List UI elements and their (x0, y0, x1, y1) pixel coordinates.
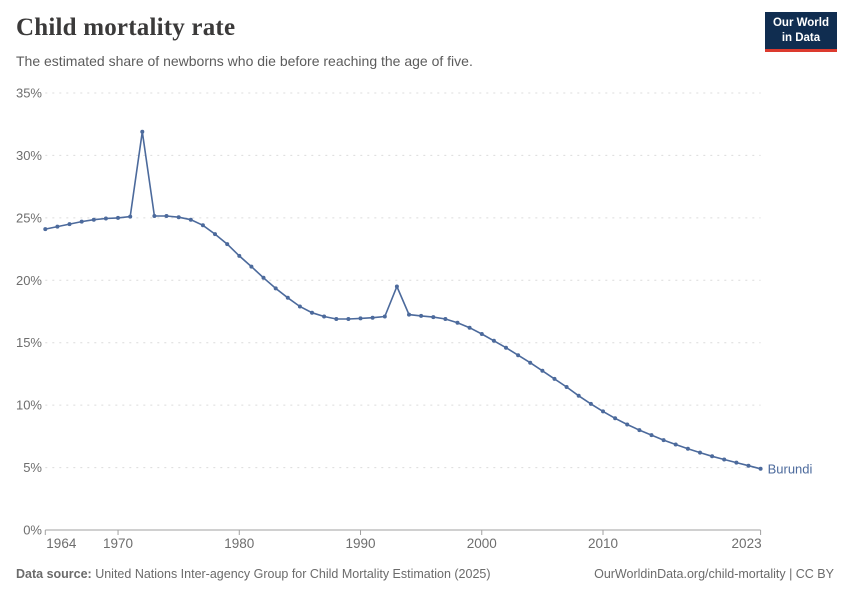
data-point[interactable] (116, 215, 120, 220)
data-point[interactable] (588, 401, 593, 406)
data-point[interactable] (91, 217, 96, 222)
data-point[interactable] (55, 224, 60, 229)
x-axis: 1964 1970 1980 1990 2000 2010 2023 (44, 530, 762, 551)
data-point[interactable] (103, 216, 108, 221)
data-point[interactable] (225, 242, 230, 247)
series-end-label[interactable]: Burundi (768, 461, 813, 476)
data-point[interactable] (358, 316, 363, 321)
data-point[interactable] (455, 320, 460, 325)
chart-footer: Data source: United Nations Inter-agency… (16, 567, 834, 581)
data-point[interactable] (394, 284, 399, 289)
data-point[interactable] (79, 219, 84, 224)
y-tick-label: 10% (16, 398, 42, 413)
data-point[interactable] (564, 385, 569, 389)
footer-link[interactable]: OurWorldinData.org/child-mortality | CC … (594, 567, 834, 581)
chart-canvas: 0% 5% 10% 15% 20% 25% 30% 35% 1964 1970 1980 1990 20… (16, 86, 813, 552)
data-point[interactable] (297, 304, 302, 309)
line-series[interactable]: Burundi (43, 129, 813, 477)
data-point[interactable] (625, 422, 630, 427)
data-point[interactable] (200, 223, 205, 228)
data-point[interactable] (419, 313, 424, 318)
data-point[interactable] (710, 454, 715, 459)
y-tick-label: 15% (16, 335, 42, 350)
data-point[interactable] (685, 446, 690, 451)
data-source: Data source: United Nations Inter-agency… (16, 567, 491, 581)
x-tick-label: 2000 (467, 536, 497, 551)
data-point[interactable] (722, 457, 727, 462)
data-point[interactable] (540, 368, 545, 373)
data-point[interactable] (261, 275, 266, 280)
data-point[interactable] (443, 317, 448, 321)
y-tick-label: 30% (16, 148, 42, 163)
owid-logo-line1: Our World (772, 17, 829, 29)
y-tick-label: 25% (16, 210, 42, 225)
series-path[interactable] (45, 131, 761, 470)
data-point[interactable] (467, 325, 472, 330)
y-tick-label: 20% (16, 273, 42, 288)
data-point[interactable] (576, 393, 581, 398)
data-point[interactable] (479, 332, 484, 336)
chart-subtitle: The estimated share of newborns who die … (16, 53, 473, 69)
data-point[interactable] (322, 314, 327, 319)
data-point[interactable] (346, 317, 351, 321)
data-point[interactable] (673, 442, 678, 447)
y-tick-label: 35% (16, 86, 42, 101)
data-point[interactable] (431, 315, 436, 320)
data-point[interactable] (67, 222, 72, 227)
data-point[interactable] (516, 353, 521, 358)
data-point[interactable] (491, 338, 496, 343)
y-gridlines: 0% 5% 10% 15% 20% 25% 30% 35% (16, 86, 761, 538)
data-point[interactable] (334, 317, 339, 321)
owid-logo-line2: in Data (781, 31, 821, 44)
data-point[interactable] (140, 129, 145, 134)
data-point[interactable] (273, 286, 278, 291)
data-point[interactable] (43, 227, 48, 232)
data-point[interactable] (285, 295, 290, 300)
data-point[interactable] (188, 217, 193, 222)
data-point[interactable] (552, 376, 557, 381)
data-point[interactable] (613, 416, 618, 421)
data-point[interactable] (504, 345, 508, 350)
data-point[interactable] (249, 264, 254, 269)
data-point[interactable] (637, 428, 642, 433)
x-tick-label: 1990 (345, 536, 375, 551)
data-point[interactable] (758, 466, 763, 471)
data-point[interactable] (649, 433, 654, 438)
data-point[interactable] (698, 450, 702, 455)
data-point[interactable] (213, 232, 217, 237)
data-source-text: United Nations Inter-agency Group for Ch… (91, 567, 491, 581)
x-tick-label: 1970 (103, 536, 133, 551)
data-point[interactable] (128, 214, 133, 219)
x-tick-label: 1964 (46, 536, 77, 551)
y-tick-label: 5% (23, 460, 42, 475)
data-point[interactable] (370, 315, 375, 320)
page-title: Child mortality rate (16, 14, 236, 41)
x-tick-label: 2010 (588, 536, 618, 551)
data-point[interactable] (661, 438, 666, 443)
data-point[interactable] (310, 310, 314, 315)
x-tick-label: 1980 (224, 536, 254, 551)
data-point[interactable] (746, 463, 751, 468)
data-point[interactable] (164, 214, 169, 218)
x-tick-label: 2023 (732, 536, 762, 551)
data-point[interactable] (407, 312, 411, 317)
data-point[interactable] (528, 360, 533, 365)
data-source-label: Data source: (16, 567, 92, 581)
owid-logo[interactable]: Our World in Data (764, 12, 837, 52)
data-point[interactable] (734, 460, 739, 465)
y-tick-label: 0% (23, 523, 42, 538)
data-point[interactable] (237, 253, 242, 258)
data-point[interactable] (176, 215, 181, 220)
data-point[interactable] (382, 314, 387, 319)
data-point[interactable] (152, 214, 157, 218)
data-point[interactable] (601, 409, 605, 414)
